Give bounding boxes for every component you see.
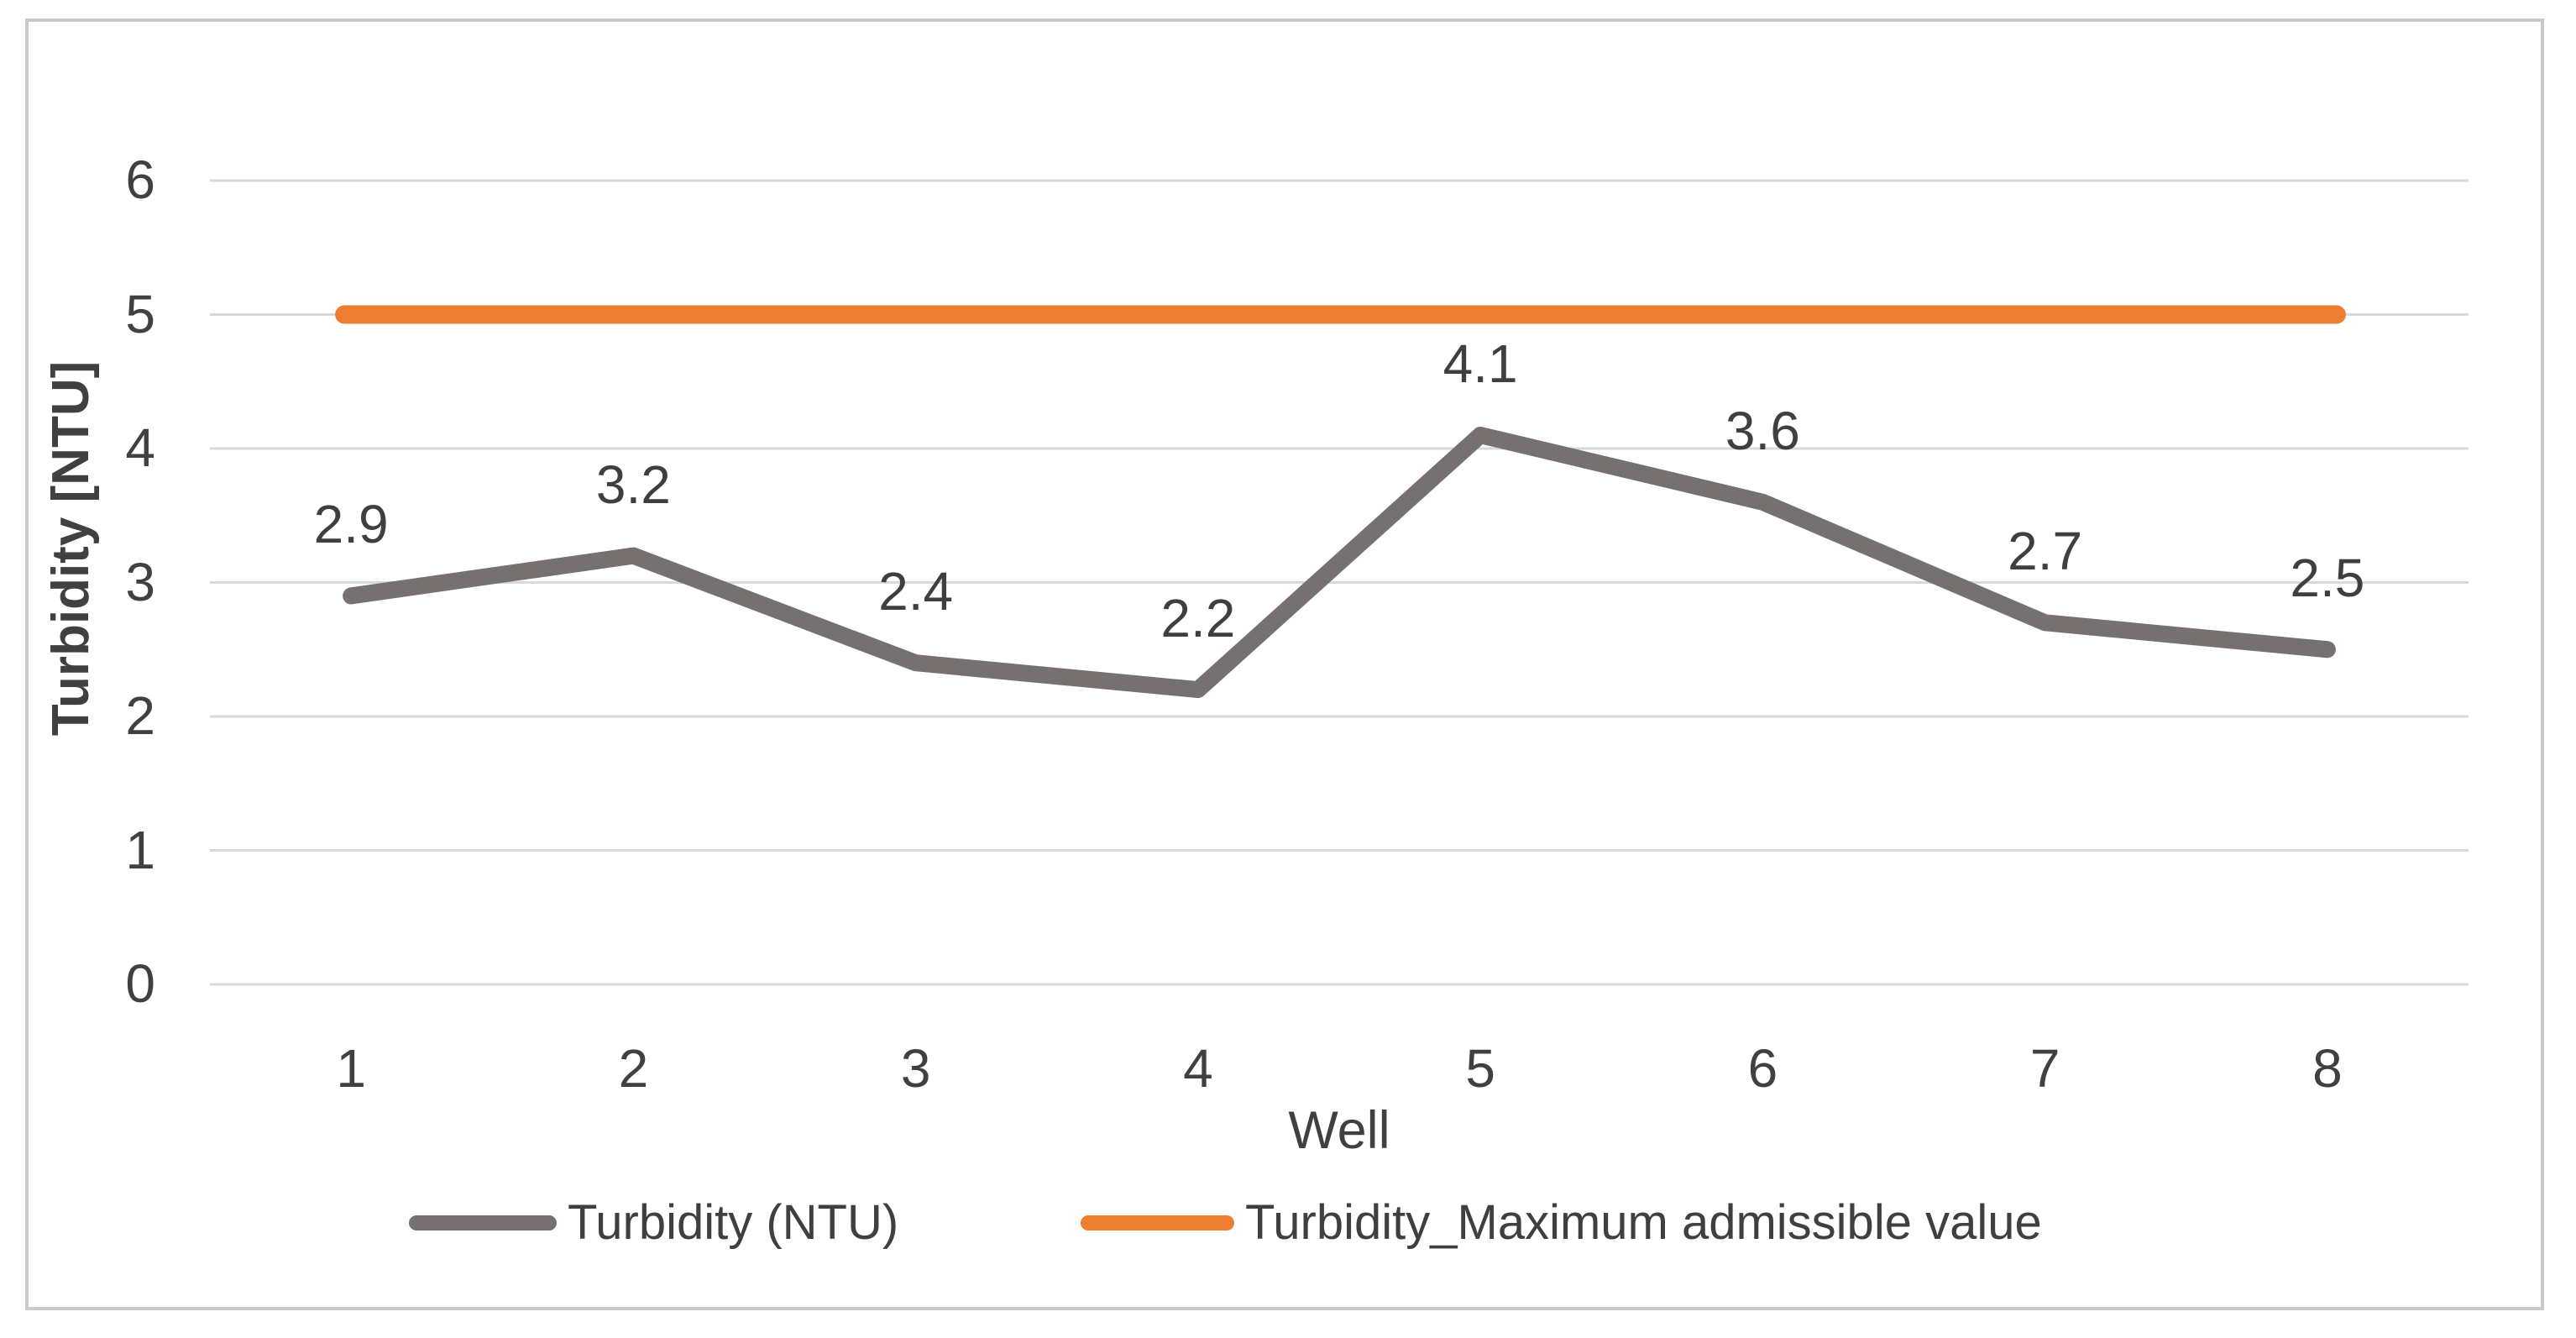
data-label: 4.1 bbox=[1442, 333, 1518, 395]
legend-marker-max-admissible bbox=[1081, 1215, 1234, 1230]
data-label: 2.7 bbox=[2008, 521, 2083, 582]
x-tick-label: 3 bbox=[900, 1038, 931, 1099]
x-tick-label: 2 bbox=[618, 1038, 649, 1099]
y-tick-label: 6 bbox=[125, 150, 155, 210]
x-axis-title: Well bbox=[1288, 1101, 1390, 1160]
legend-marker-turbidity-series bbox=[409, 1215, 557, 1230]
data-label: 3.6 bbox=[1725, 400, 1800, 461]
x-tick-label: 7 bbox=[2029, 1038, 2060, 1099]
y-tick-label: 3 bbox=[125, 551, 155, 612]
x-tick-label: 5 bbox=[1465, 1038, 1495, 1099]
x-tick-label: 8 bbox=[2312, 1038, 2343, 1099]
data-label: 3.2 bbox=[595, 454, 671, 515]
data-label: 2.9 bbox=[313, 494, 389, 555]
legend-label-max-admissible: Turbidity_Maximum admissible value bbox=[1245, 1195, 2042, 1250]
y-tick-label: 1 bbox=[125, 819, 155, 880]
x-tick-label: 1 bbox=[336, 1038, 366, 1099]
data-label: 2.4 bbox=[878, 561, 954, 622]
legend-label-turbidity-series: Turbidity (NTU) bbox=[568, 1195, 899, 1250]
y-tick-label: 0 bbox=[125, 953, 155, 1014]
turbidity-series-line bbox=[343, 427, 2336, 699]
y-axis-title: Turbidity [NTU] bbox=[42, 360, 100, 737]
x-tick-label: 4 bbox=[1183, 1038, 1213, 1099]
y-tick-label: 4 bbox=[125, 417, 155, 478]
y-tick-label: 2 bbox=[125, 685, 155, 746]
chart-border bbox=[25, 18, 2544, 1310]
data-label: 2.2 bbox=[1160, 588, 1236, 649]
data-label: 2.5 bbox=[2290, 548, 2365, 609]
x-tick-label: 6 bbox=[1747, 1038, 1778, 1099]
y-tick-label: 5 bbox=[125, 283, 155, 344]
